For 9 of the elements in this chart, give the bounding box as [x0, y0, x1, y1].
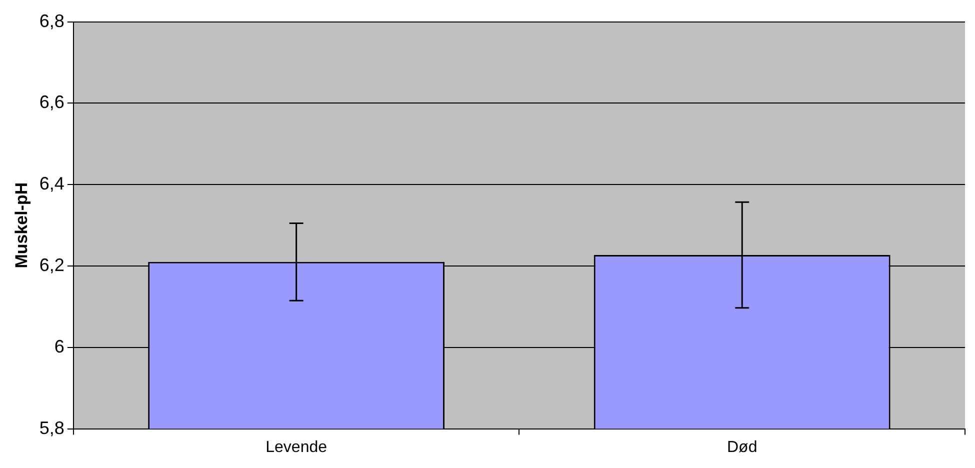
y-tick-label: 6 — [54, 336, 64, 356]
y-tick-label: 6,8 — [39, 10, 64, 31]
y-tick-label: 6,6 — [39, 92, 64, 112]
y-tick-label: 6,4 — [39, 174, 64, 194]
x-tick-label: Død — [726, 438, 758, 456]
y-tick-label: 5,8 — [39, 418, 64, 438]
y-axis-title: Muskel-pH — [12, 182, 31, 268]
y-tick-label: 6,2 — [39, 254, 64, 275]
x-tick-label: Levende — [266, 438, 328, 456]
